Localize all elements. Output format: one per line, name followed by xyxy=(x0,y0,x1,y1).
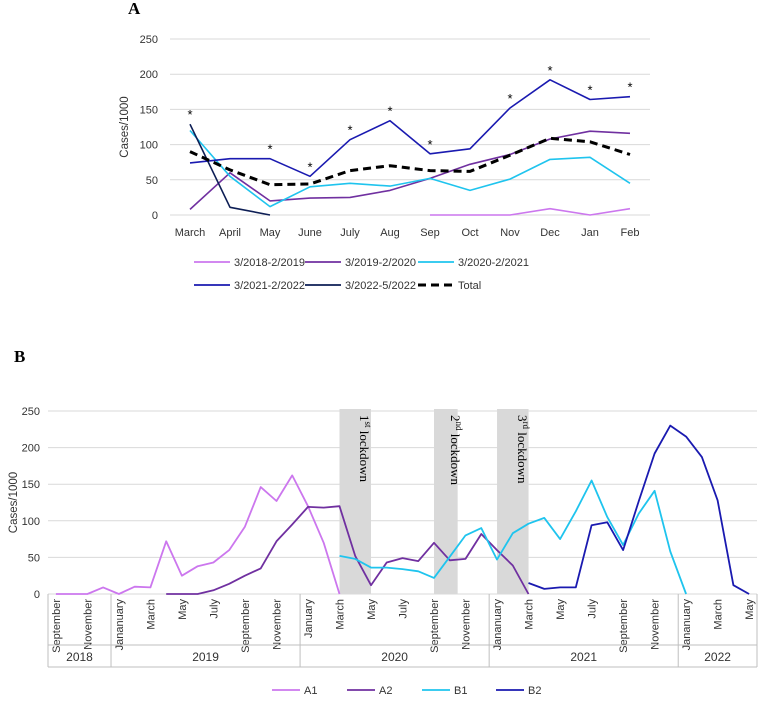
x-tick-label-b: March xyxy=(334,599,346,630)
x-tick-label-b: May xyxy=(177,599,189,620)
legend-label: 3/2021-2/2022 xyxy=(234,280,305,292)
significance-star: * xyxy=(547,63,552,78)
legend-label: 3/2019-2/2020 xyxy=(345,257,416,269)
legend-label: A1 xyxy=(304,685,317,697)
x-tick-label-a: Jan xyxy=(581,227,599,239)
x-tick-label-b: September xyxy=(618,599,630,653)
legend-label: B2 xyxy=(528,685,541,697)
legend-label: 3/2018-2/2019 xyxy=(234,257,305,269)
y-tick-label-b: 50 xyxy=(28,552,40,564)
y-tick-label-a: 200 xyxy=(140,69,158,81)
significance-star: * xyxy=(427,137,432,152)
year-label: 2020 xyxy=(381,650,408,664)
y-tick-label-a: 250 xyxy=(140,34,158,46)
x-tick-label-a: Dec xyxy=(540,227,560,239)
y-tick-label-a: 0 xyxy=(152,210,158,222)
x-tick-label-b: September xyxy=(429,599,441,653)
legend-label: A2 xyxy=(379,685,392,697)
significance-star: * xyxy=(187,107,192,122)
x-tick-label-b: September xyxy=(240,599,252,653)
significance-star: * xyxy=(307,159,312,174)
year-label: 2021 xyxy=(570,650,597,664)
panel-a-label: A xyxy=(128,0,141,18)
legend-label: B1 xyxy=(454,685,467,697)
series-line-total xyxy=(189,136,631,187)
y-tick-label-b: 250 xyxy=(22,406,40,418)
year-label: 2022 xyxy=(704,650,731,664)
x-tick-label-b: November xyxy=(650,599,662,650)
x-tick-label-a: Feb xyxy=(621,227,640,239)
x-tick-label-b: September xyxy=(51,599,63,653)
x-tick-label-b: March xyxy=(713,599,725,630)
lockdown-band xyxy=(497,409,529,594)
lockdown-band xyxy=(339,409,371,594)
significance-star: * xyxy=(587,83,592,98)
x-tick-label-b: Jananuary xyxy=(114,599,126,651)
x-tick-label-b: March xyxy=(145,599,157,630)
x-tick-label-b: July xyxy=(587,599,599,619)
series-line-a1 xyxy=(55,474,341,595)
x-tick-label-a: Oct xyxy=(461,227,478,239)
significance-star: * xyxy=(387,104,392,119)
significance-star: * xyxy=(267,142,272,157)
y-tick-label-b: 200 xyxy=(22,443,40,455)
x-tick-label-b: July xyxy=(208,599,220,619)
x-tick-label-b: November xyxy=(271,599,283,650)
x-tick-label-a: Aug xyxy=(380,227,400,239)
y-axis-title-b: Cases/1000 xyxy=(8,472,20,533)
series-line-3-2019-2-2020 xyxy=(189,130,631,210)
x-tick-label-a: Sep xyxy=(420,227,440,239)
y-tick-label-a: 150 xyxy=(140,104,158,116)
y-tick-label-b: 0 xyxy=(34,589,40,601)
x-tick-label-a: July xyxy=(340,227,360,239)
series-line-b2 xyxy=(528,424,750,595)
x-tick-label-a: March xyxy=(175,227,206,239)
lockdown-label: 1st lockdown xyxy=(357,415,373,483)
legend-label: Total xyxy=(458,280,481,292)
significance-star: * xyxy=(627,80,632,95)
x-tick-label-a: June xyxy=(298,227,322,239)
series-line-a2 xyxy=(166,505,530,595)
x-tick-label-b: May xyxy=(555,599,567,620)
x-tick-label-a: May xyxy=(260,227,281,239)
x-tick-label-b: March xyxy=(524,599,536,630)
x-tick-label-a: April xyxy=(219,227,241,239)
x-tick-label-b: November xyxy=(82,599,94,650)
x-tick-label-b: July xyxy=(398,599,410,619)
y-tick-label-a: 100 xyxy=(140,140,158,152)
x-tick-label-b: January xyxy=(303,599,315,639)
series-line-3-2020-2-2021 xyxy=(189,129,631,208)
series-line-3-2018-2-2019 xyxy=(430,207,631,216)
year-label: 2018 xyxy=(66,650,93,664)
series-line-3-2021-2-2022 xyxy=(189,79,631,178)
significance-star: * xyxy=(347,123,352,138)
x-tick-label-b: Jananuary xyxy=(681,599,693,651)
x-tick-label-b: Jananuary xyxy=(492,599,504,651)
chart-b: 0 50 100 150 200 250 Cases/1000 1st lockdown 2nd… xyxy=(8,406,758,697)
significance-star: * xyxy=(507,91,512,106)
panel-b-label: B xyxy=(14,347,25,366)
y-axis-title-a: Cases/1000 xyxy=(119,96,131,157)
series-line-3-2022-5-2022 xyxy=(189,123,271,216)
legend-label: 3/2020-2/2021 xyxy=(458,257,529,269)
y-tick-label-b: 100 xyxy=(22,516,40,528)
lockdown-band xyxy=(434,409,458,594)
x-tick-label-b: November xyxy=(461,599,473,650)
x-tick-label-b: May xyxy=(744,599,756,620)
x-tick-label-b: May xyxy=(366,599,378,620)
y-tick-label-b: 150 xyxy=(22,479,40,491)
x-tick-label-a: Nov xyxy=(500,227,520,239)
year-label: 2019 xyxy=(192,650,219,664)
chart-a: 0 50 100 150 200 250 March April May June July Aug S… xyxy=(119,34,650,292)
legend-label: 3/2022-5/2022 xyxy=(345,280,416,292)
lockdown-label: 3rd lockdown xyxy=(515,415,531,484)
y-tick-label-a: 50 xyxy=(146,175,158,187)
lockdown-label: 2nd lockdown xyxy=(448,415,464,486)
